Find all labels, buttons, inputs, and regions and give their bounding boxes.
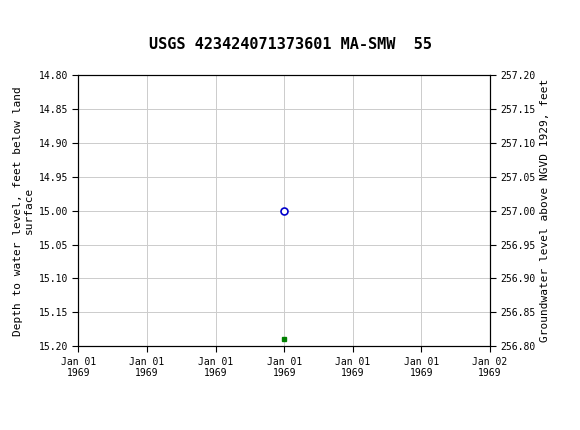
Y-axis label: Depth to water level, feet below land
surface: Depth to water level, feet below land su…: [13, 86, 34, 335]
Y-axis label: Groundwater level above NGVD 1929, feet: Groundwater level above NGVD 1929, feet: [540, 79, 550, 342]
Text: ≡USGS: ≡USGS: [3, 7, 57, 25]
Text: USGS 423424071373601 MA-SMW  55: USGS 423424071373601 MA-SMW 55: [148, 37, 432, 52]
